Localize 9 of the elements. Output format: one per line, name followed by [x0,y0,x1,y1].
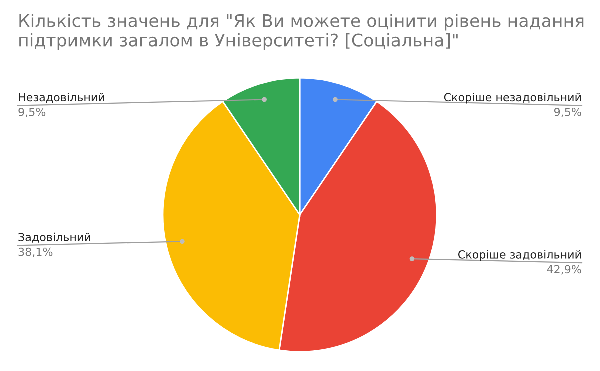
data-label: 9,5% [554,108,582,118]
data-label: 42,9% [547,265,582,275]
slice-label: Скоріше задовільний [458,250,581,262]
slice-label: Незадовільний [19,93,104,103]
data-label: 9,5% [18,108,46,118]
chart-title: Кількість значень для "Як Ви можете оцінити рівень надання підтримки загалом в Університеті? [Соціальна]" [20,14,584,50]
slice-label: Скоріше незадовільний [444,93,581,104]
slice-label: Задовільний [18,232,90,243]
data-label: 38,1% [18,248,53,258]
